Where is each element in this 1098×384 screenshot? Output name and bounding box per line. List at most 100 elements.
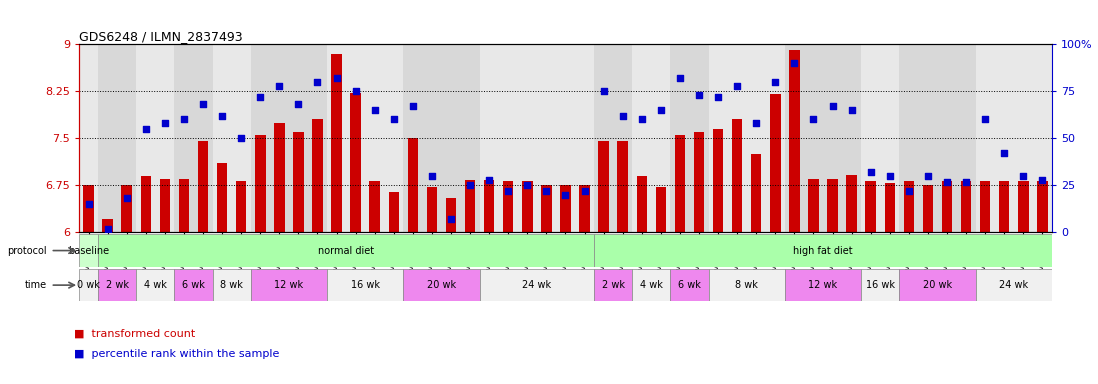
Text: normal diet: normal diet [318,245,374,256]
Bar [427,187,437,232]
Bar [637,176,647,232]
Bar [350,93,361,232]
Point [709,94,727,100]
Point [938,179,955,185]
Bar [632,44,671,232]
Point [691,92,708,98]
Bar [175,44,213,232]
Point [137,126,155,132]
Point [1015,173,1032,179]
Bar [389,192,399,232]
Bar [671,269,708,301]
Bar [847,175,856,232]
Bar [594,269,632,301]
Point [117,195,135,202]
Point [996,150,1013,156]
Point [213,113,231,119]
Point [1033,177,1051,183]
Text: ■  percentile rank within the sample: ■ percentile rank within the sample [74,349,279,359]
Point [442,216,460,222]
Bar [999,181,1009,232]
Bar [503,181,514,232]
Bar [79,44,98,232]
Bar [904,181,914,232]
Bar [1018,181,1029,232]
Bar [899,269,976,301]
Point [976,116,994,122]
Bar [141,176,152,232]
Point [557,192,574,198]
Bar [617,141,628,232]
Point [957,179,975,185]
Bar [122,185,132,232]
Bar [861,44,899,232]
Point [309,79,326,85]
Point [919,173,937,179]
Bar [785,269,861,301]
Text: 8 wk: 8 wk [221,280,243,290]
Bar [83,185,93,232]
Point [404,103,422,109]
Text: 6 wk: 6 wk [182,280,205,290]
Bar [236,181,246,232]
Bar [407,138,418,232]
Bar [213,44,250,232]
Point [805,116,822,122]
Bar [332,53,341,232]
Point [518,182,536,188]
Bar [250,269,327,301]
Point [671,75,688,81]
Text: 24 wk: 24 wk [999,280,1029,290]
Bar [861,269,899,301]
Bar [102,218,113,232]
Point [251,94,269,100]
Text: 0 wk: 0 wk [77,280,100,290]
Point [270,83,288,89]
Bar [976,44,1052,232]
Bar [293,132,304,232]
Point [328,75,346,81]
Text: 4 wk: 4 wk [144,280,167,290]
Text: high fat diet: high fat diet [793,245,853,256]
Bar [446,198,457,232]
Bar [560,185,571,232]
Point [423,173,440,179]
Bar [522,181,533,232]
Bar [136,44,175,232]
Point [156,120,173,126]
Bar [976,269,1052,301]
Bar [464,180,475,232]
Point [843,107,861,113]
Point [461,182,479,188]
Point [652,107,670,113]
Text: time: time [24,280,46,290]
Bar [713,129,724,232]
Bar [580,185,590,232]
Text: 20 wk: 20 wk [427,280,456,290]
Bar [899,44,976,232]
Bar [827,179,838,232]
Text: 16 wk: 16 wk [350,280,380,290]
Bar [79,234,98,267]
Bar [942,181,952,232]
Bar [159,179,170,232]
Point [595,88,613,94]
Bar [403,269,480,301]
Point [824,103,841,109]
Text: baseline: baseline [68,245,109,256]
Bar [922,185,933,232]
Text: 20 wk: 20 wk [923,280,952,290]
Point [862,169,879,175]
Point [900,188,918,194]
Bar [594,44,632,232]
Bar [98,234,594,267]
Bar [1038,181,1047,232]
Bar [808,179,819,232]
Bar [961,181,972,232]
Bar [751,154,762,232]
Point [194,101,212,108]
Bar [708,269,785,301]
Bar [979,181,990,232]
Point [99,225,116,232]
Text: 12 wk: 12 wk [808,280,838,290]
